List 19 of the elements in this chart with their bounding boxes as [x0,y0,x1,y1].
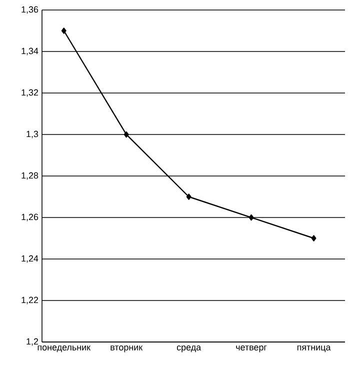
x-tick-label: вторник [110,346,143,352]
y-tick-label: 1,22 [22,296,38,304]
y-tick-label: 1,36 [22,6,38,14]
x-tick-label: понедельник [38,346,91,352]
y-tick-label: 1,24 [22,255,38,263]
x-tick-label: четверг [236,346,267,352]
point [248,214,254,221]
point [61,28,66,34]
y-tick-label: 1,2 [26,338,38,346]
point [186,194,192,200]
y-tick-label: 1,26 [22,214,38,222]
x-tick-label: пятница [297,346,331,352]
y-tick-label: 1,3 [26,130,38,138]
y-tick-label: 1,34 [22,48,38,56]
y-tick-label: 1,28 [22,172,38,180]
point [311,235,316,242]
y-tick-label: 1,32 [22,89,38,97]
x-tick-label: среда [176,346,202,352]
point [124,131,129,138]
